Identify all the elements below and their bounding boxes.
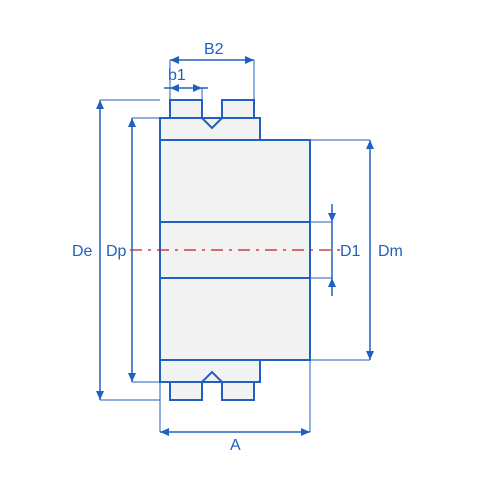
flange-top	[160, 118, 260, 140]
dim-label-B2: B2	[204, 41, 224, 58]
hub-body	[160, 140, 310, 360]
engineering-drawing: B2 b1 A De Dp D1 Dm	[0, 0, 500, 500]
tooth-bot	[222, 382, 254, 400]
dim-label-A: A	[230, 437, 241, 454]
dim-label-Dm: Dm	[378, 243, 403, 260]
dim-label-D1: D1	[340, 243, 361, 260]
tooth-top	[222, 100, 254, 118]
tooth-top	[170, 100, 202, 118]
tooth-bot	[170, 382, 202, 400]
flange-bot	[160, 360, 260, 382]
dim-label-De: De	[72, 243, 93, 260]
dim-label-b1: b1	[168, 67, 186, 84]
dim-label-Dp: Dp	[106, 243, 127, 260]
